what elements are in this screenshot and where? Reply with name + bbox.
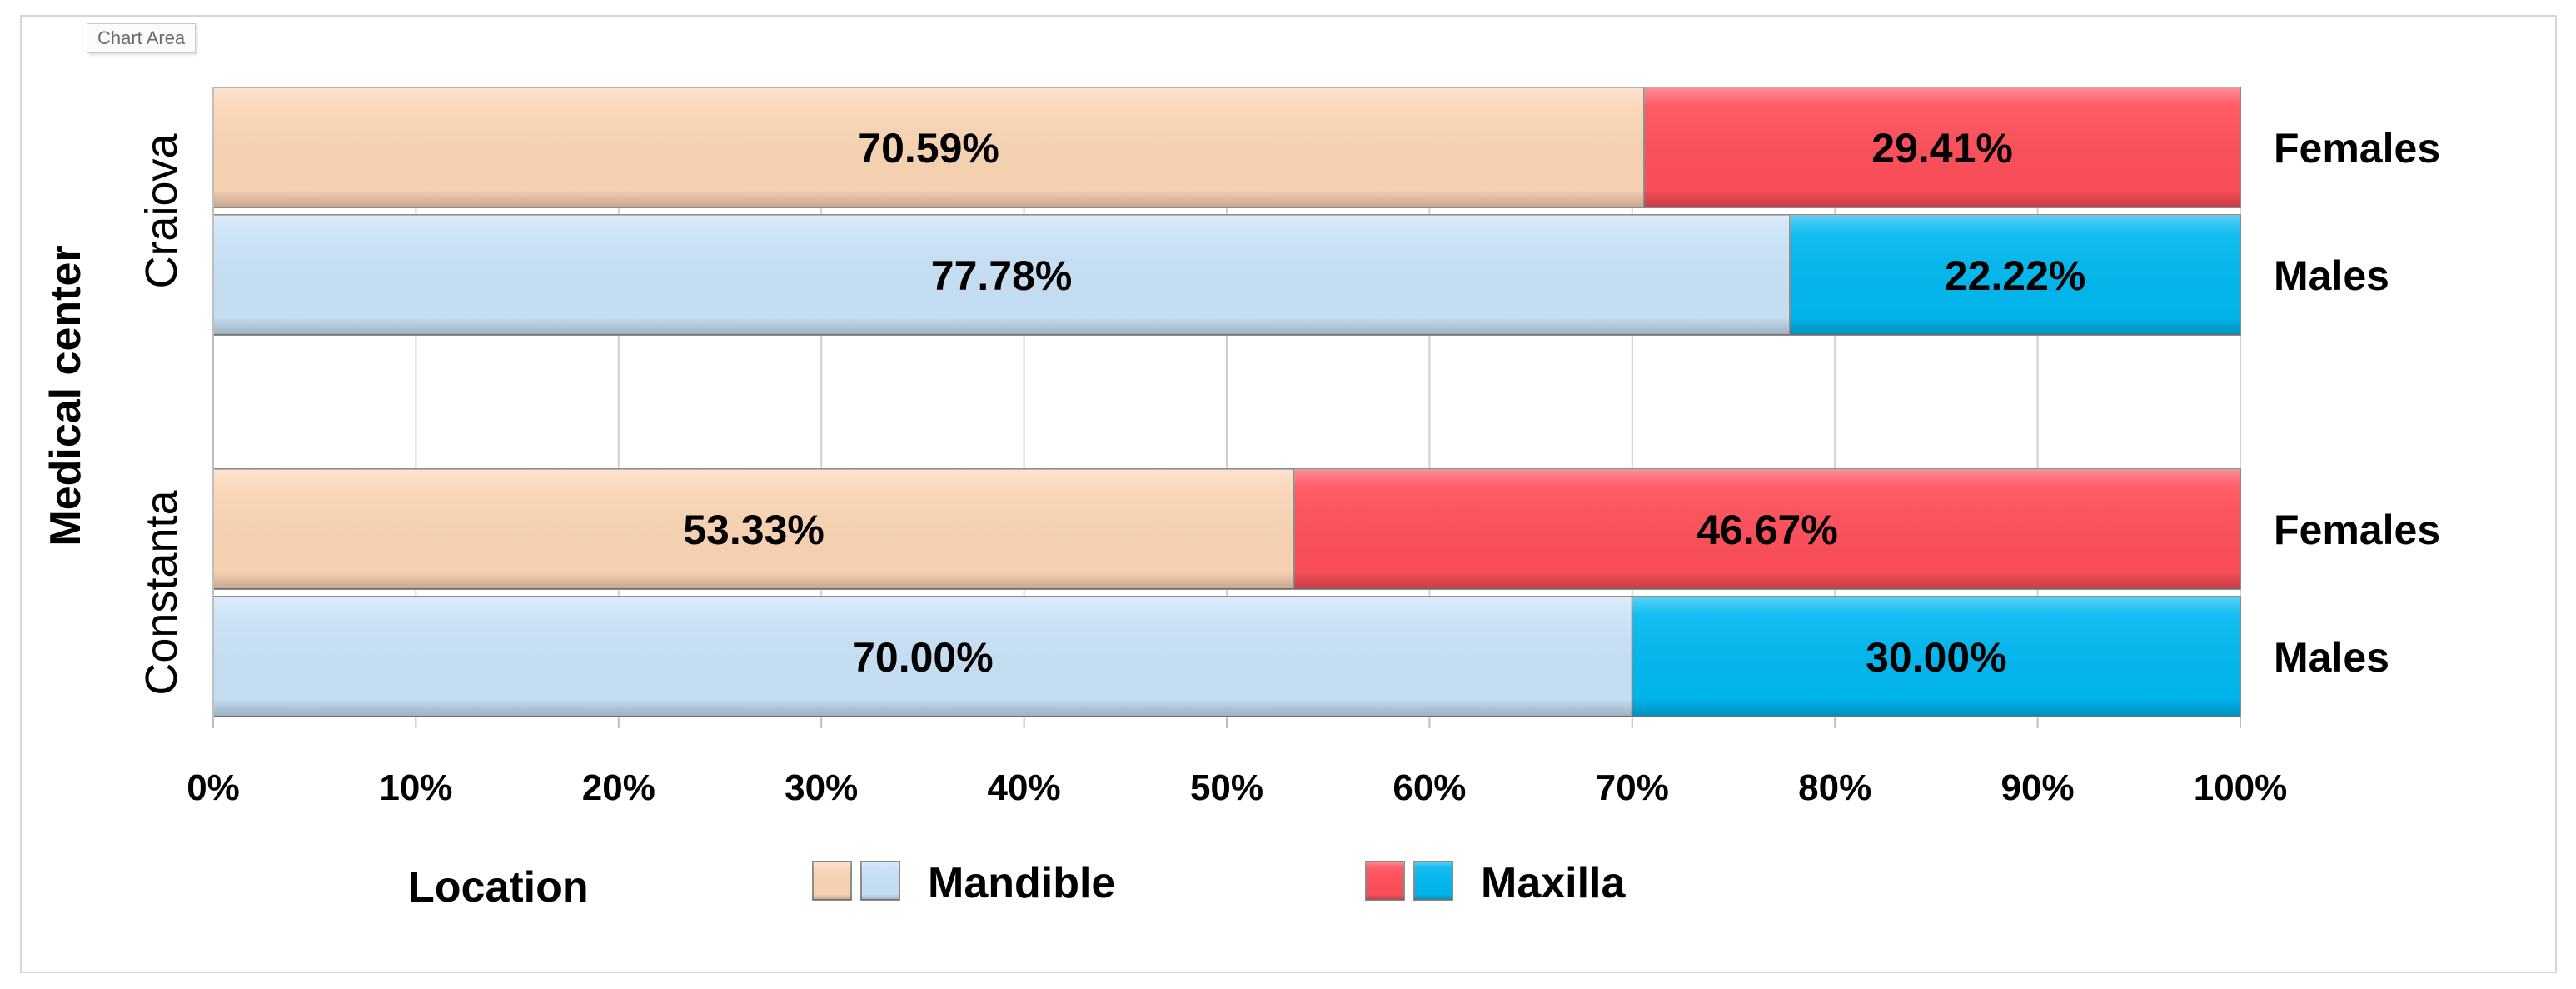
bar-mandible-bevel: [213, 215, 1791, 335]
x-tick-label: 70%: [1596, 767, 1669, 808]
bar-value-label: 29.41%: [1871, 125, 2013, 172]
legend-item-label: Mandible: [928, 859, 1115, 907]
row-gender-label: Males: [2274, 634, 2389, 681]
y-axis-title: Medical center: [42, 245, 90, 546]
row-gender-label: Males: [2274, 252, 2389, 299]
bar-value-label: 53.33%: [683, 507, 825, 553]
legend-swatch-bevel: [813, 862, 851, 900]
bar-value-label: 70.59%: [858, 125, 999, 172]
bar-maxilla-bevel: [1644, 87, 2240, 207]
row-gender-label: Females: [2274, 125, 2440, 172]
bar-mandible-bevel: [213, 597, 1632, 717]
bar-maxilla-bevel: [1790, 215, 2240, 335]
legend-title: Location: [408, 863, 589, 912]
center-label: Craiova: [137, 132, 187, 288]
bar-value-label: 46.67%: [1697, 507, 1838, 553]
center-label: Constanta: [137, 489, 187, 695]
bars: [212, 87, 2242, 717]
labels: 0% 10% 20% 30% 40% 50% 60% 70% 80% 90% 100% 70.59% 2…: [42, 125, 2440, 808]
x-tick-label: 100%: [2194, 767, 2288, 808]
bar-mandible-bevel: [213, 87, 1645, 207]
x-tick-label: 90%: [2001, 767, 2075, 808]
bar-maxilla-bevel: [1294, 469, 2240, 589]
legend-swatch-bevel: [1414, 862, 1452, 900]
bar-value-label: 70.00%: [852, 634, 994, 681]
bar-maxilla-bevel: [1632, 597, 2240, 717]
bar-mandible-bevel: [213, 469, 1295, 589]
x-tick-label: 50%: [1190, 767, 1263, 808]
chart-area-tooltip: Chart Area: [87, 23, 197, 53]
row-gender-label: Females: [2274, 507, 2440, 553]
legend-swatch-bevel: [861, 862, 899, 900]
x-tick-label: 40%: [988, 767, 1061, 808]
x-tick-label: 60%: [1393, 767, 1466, 808]
legend-swatch-bevel: [1366, 862, 1404, 900]
x-tick-label: 10%: [379, 767, 452, 808]
bar-value-label: 77.78%: [931, 252, 1073, 299]
x-tick-label: 0%: [187, 767, 240, 808]
bar-value-label: 30.00%: [1866, 634, 2007, 681]
legend-item-label: Maxilla: [1481, 859, 1626, 907]
x-tick-label: 30%: [785, 767, 858, 808]
x-tick-label: 80%: [1798, 767, 1871, 808]
bar-value-label: 22.22%: [1945, 252, 2086, 299]
x-tick-label: 20%: [582, 767, 655, 808]
legend: Location Mandible Maxilla: [408, 859, 1626, 912]
